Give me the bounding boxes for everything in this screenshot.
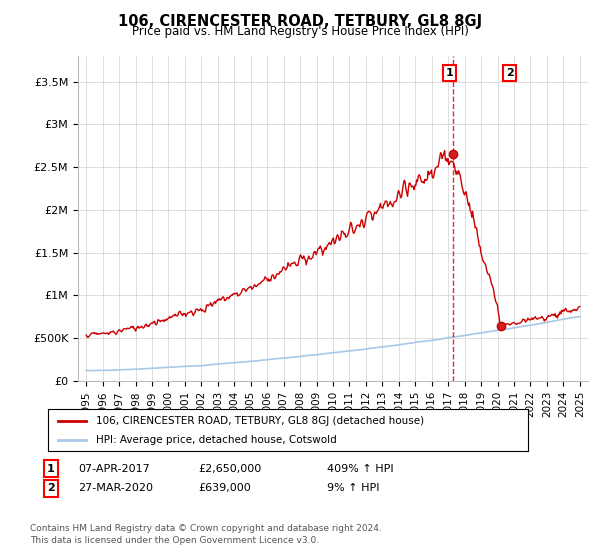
Text: 27-MAR-2020: 27-MAR-2020 — [78, 483, 153, 493]
Text: 9% ↑ HPI: 9% ↑ HPI — [327, 483, 380, 493]
Text: 2: 2 — [506, 68, 514, 78]
Text: 106, CIRENCESTER ROAD, TETBURY, GL8 8GJ (detached house): 106, CIRENCESTER ROAD, TETBURY, GL8 8GJ … — [96, 416, 424, 426]
Text: 2: 2 — [47, 483, 55, 493]
Text: 409% ↑ HPI: 409% ↑ HPI — [327, 464, 394, 474]
Text: This data is licensed under the Open Government Licence v3.0.: This data is licensed under the Open Gov… — [30, 536, 319, 545]
Text: 106, CIRENCESTER ROAD, TETBURY, GL8 8GJ: 106, CIRENCESTER ROAD, TETBURY, GL8 8GJ — [118, 14, 482, 29]
Text: £639,000: £639,000 — [198, 483, 251, 493]
Text: Contains HM Land Registry data © Crown copyright and database right 2024.: Contains HM Land Registry data © Crown c… — [30, 524, 382, 533]
Text: 07-APR-2017: 07-APR-2017 — [78, 464, 150, 474]
Text: Price paid vs. HM Land Registry's House Price Index (HPI): Price paid vs. HM Land Registry's House … — [131, 25, 469, 38]
Text: £2,650,000: £2,650,000 — [198, 464, 261, 474]
Text: HPI: Average price, detached house, Cotswold: HPI: Average price, detached house, Cots… — [96, 435, 337, 445]
Text: 1: 1 — [445, 68, 453, 78]
Text: 1: 1 — [47, 464, 55, 474]
